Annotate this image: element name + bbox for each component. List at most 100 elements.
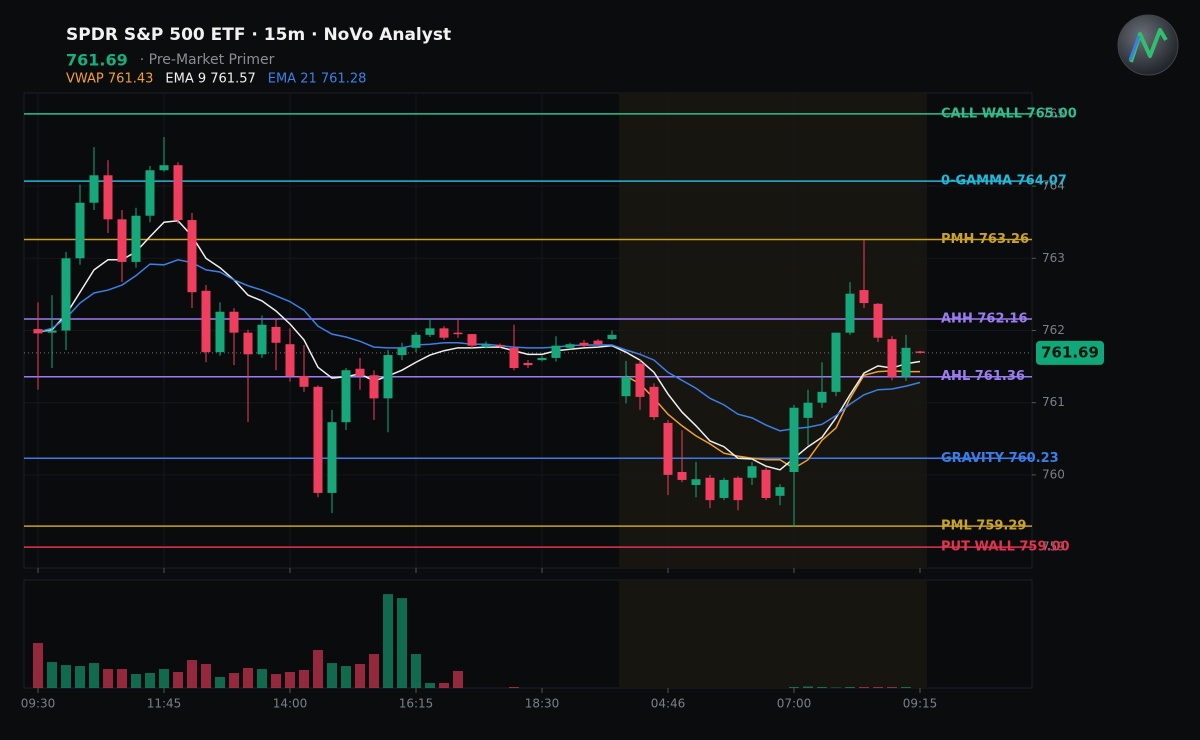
volume-bar bbox=[355, 664, 365, 688]
y-tick-label: 760 bbox=[1042, 467, 1065, 481]
x-tick-label: 14:00 bbox=[273, 697, 308, 711]
candle-body bbox=[453, 332, 463, 335]
volume-bar bbox=[887, 687, 897, 688]
candle-body bbox=[467, 334, 477, 346]
volume-bar bbox=[383, 594, 393, 688]
indicator-line bbox=[625, 370, 920, 470]
legend: VWAP 761.43 EMA 9 761.57 EMA 21 761.28 bbox=[66, 72, 366, 87]
logo bbox=[1117, 14, 1179, 76]
candle-body bbox=[845, 293, 855, 333]
candle-body bbox=[61, 258, 71, 331]
volume-bar bbox=[817, 687, 827, 688]
y-tick-label: 763 bbox=[1042, 251, 1065, 265]
volume-bar bbox=[47, 662, 57, 688]
candle-body bbox=[397, 347, 407, 356]
level-label: PML 759.29 bbox=[941, 519, 1026, 534]
volume-bar bbox=[243, 668, 253, 688]
volume-bar bbox=[201, 664, 211, 688]
candle-body bbox=[481, 344, 491, 348]
x-tick-label: 04:46 bbox=[651, 697, 686, 711]
candle-body bbox=[705, 477, 715, 501]
level-label: PUT WALL 759.00 bbox=[941, 540, 1070, 555]
level-label: 0-GAMMA 764.07 bbox=[941, 174, 1067, 189]
volume-bar bbox=[509, 687, 519, 688]
candle-body bbox=[691, 479, 701, 485]
candle-body bbox=[383, 355, 393, 399]
indicator-line bbox=[37, 258, 921, 432]
volume-bar bbox=[257, 669, 267, 688]
candle-body bbox=[635, 363, 645, 397]
x-tick-label: 18:30 bbox=[525, 697, 560, 711]
candle-body bbox=[47, 330, 57, 333]
volume-bar bbox=[285, 672, 295, 688]
candle-body bbox=[565, 344, 575, 348]
candle-body bbox=[369, 375, 379, 399]
candle-body bbox=[355, 368, 365, 376]
candle-body bbox=[257, 324, 267, 355]
volume-bar bbox=[89, 663, 99, 688]
candle-body bbox=[719, 479, 729, 498]
level-label: GRAVITY 760.23 bbox=[941, 451, 1059, 466]
volume-bar bbox=[411, 654, 421, 688]
candle-body bbox=[873, 303, 883, 338]
level-label: AHH 762.16 bbox=[941, 311, 1028, 326]
volume-bar bbox=[131, 674, 141, 688]
candle-body bbox=[523, 362, 533, 366]
volume-bar bbox=[173, 672, 183, 688]
candle-body bbox=[271, 326, 281, 343]
candle-body bbox=[243, 332, 253, 355]
y-tick-label: 761 bbox=[1042, 395, 1065, 409]
candle-body bbox=[145, 170, 155, 216]
candle-body bbox=[159, 165, 169, 171]
level-label: AHL 761.36 bbox=[941, 369, 1025, 384]
volume-bar bbox=[117, 669, 127, 688]
chart-subtitle: · Pre-Market Primer bbox=[140, 52, 275, 68]
candle-body bbox=[341, 370, 351, 423]
candle-body bbox=[187, 220, 197, 293]
volume-bar bbox=[845, 687, 855, 688]
candle-body bbox=[789, 407, 799, 472]
volume-bar bbox=[313, 650, 323, 688]
labels: 759 760 761 762 763 764 765 09:30 11:45 14:00 16:1… bbox=[21, 106, 1104, 711]
candle-body bbox=[299, 375, 309, 387]
candle-body bbox=[537, 357, 547, 361]
candle-body bbox=[915, 351, 925, 353]
candle-body bbox=[607, 334, 617, 340]
candle-body bbox=[747, 466, 757, 478]
session-shade bbox=[619, 580, 927, 688]
y-tick-label: 759 bbox=[1042, 540, 1065, 554]
volume-bar bbox=[901, 687, 911, 688]
candle-body bbox=[201, 290, 211, 353]
volume-bar bbox=[61, 665, 71, 688]
chart-title: SPDR S&P 500 ETF · 15m · NoVo Analyst bbox=[66, 25, 451, 45]
x-tick-label: 16:15 bbox=[399, 697, 434, 711]
candle-body bbox=[173, 165, 183, 221]
candles bbox=[33, 137, 925, 527]
legend-label: EMA 21 761.28 bbox=[268, 72, 367, 87]
candle-body bbox=[621, 376, 631, 397]
candle-body bbox=[677, 471, 687, 480]
candle-body bbox=[803, 402, 813, 418]
y-tick-label: 762 bbox=[1042, 323, 1065, 337]
candle-body bbox=[285, 344, 295, 376]
candle-body bbox=[901, 347, 911, 377]
volume-bars bbox=[33, 594, 911, 688]
price-tag bbox=[1036, 340, 1104, 365]
x-tick-label: 07:00 bbox=[777, 697, 812, 711]
x-tick-label: 11:45 bbox=[147, 697, 182, 711]
candle-body bbox=[103, 175, 113, 220]
volume-bar bbox=[159, 669, 169, 688]
candle-body bbox=[887, 339, 897, 377]
volume-bar bbox=[397, 598, 407, 688]
volume-bar bbox=[873, 687, 883, 688]
volume-bar bbox=[453, 671, 463, 688]
candle-body bbox=[733, 477, 743, 501]
candle-body bbox=[425, 328, 435, 335]
price-tag-label: 761.69 bbox=[1041, 343, 1099, 361]
volume-bar bbox=[327, 663, 337, 688]
candle-body bbox=[131, 215, 141, 262]
logo-circle bbox=[1117, 14, 1179, 76]
volume-bar bbox=[425, 683, 435, 688]
volume-bar bbox=[803, 686, 813, 688]
